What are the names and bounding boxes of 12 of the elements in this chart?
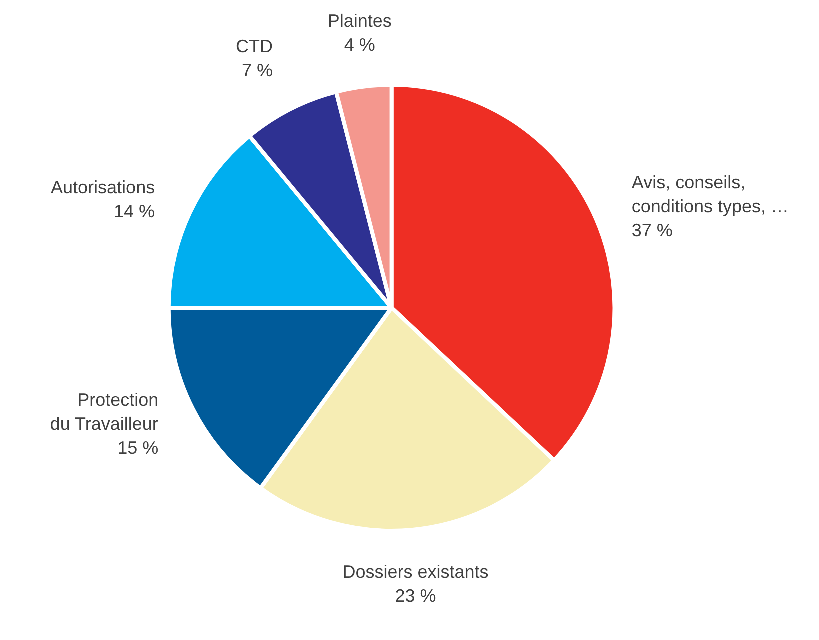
- data-label: 4 %: [344, 34, 376, 55]
- data-label: 23 %: [395, 586, 436, 606]
- slice-label: Dossiers existants: [342, 562, 489, 582]
- slice-label: Avis, conseils, conditions types, …: [632, 172, 789, 217]
- slice-label: Protection du Travailleur: [50, 390, 159, 434]
- data-label: 14 %: [114, 201, 156, 222]
- data-label: 37 %: [632, 220, 673, 241]
- data-label: 7 %: [242, 60, 274, 81]
- slice-label: Autorisations: [51, 177, 156, 198]
- data-label: 15 %: [118, 438, 159, 458]
- slice-label: Plaintes: [328, 10, 392, 31]
- slice-label: CTD: [236, 36, 274, 57]
